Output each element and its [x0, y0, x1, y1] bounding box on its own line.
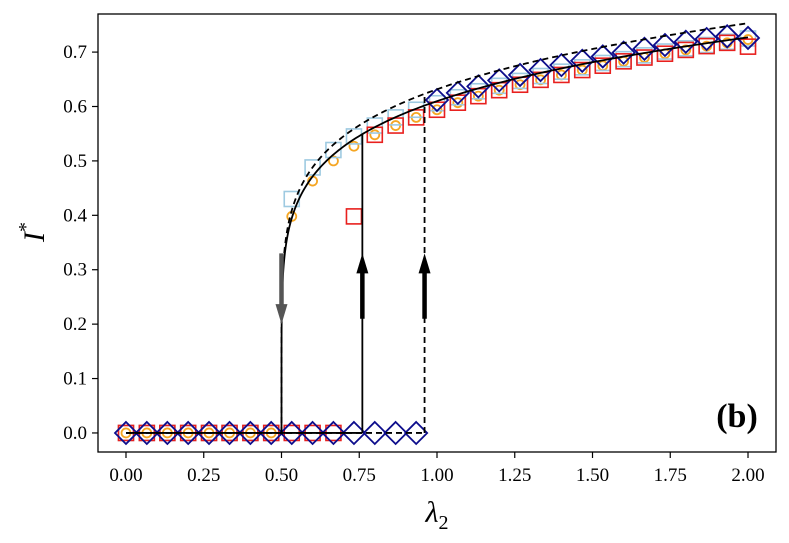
y-tick-label: 0.4: [63, 205, 87, 226]
series-2-point: [428, 101, 446, 119]
series-0-point: [472, 90, 484, 102]
series-3-point: [300, 420, 325, 446]
series-3-point: [652, 32, 678, 58]
plot-frame: [97, 13, 777, 453]
series-2-point: [573, 61, 591, 79]
series-2-point: [677, 41, 695, 59]
y-tick-label: 0.5: [63, 151, 87, 172]
series-3-point: [528, 57, 553, 83]
series-3-point: [611, 40, 636, 65]
x-tick-label: 2.00: [731, 465, 764, 486]
x-tick-label: 0.25: [187, 465, 220, 486]
arrow-up-head: [356, 253, 369, 274]
x-tick-label: 1.25: [498, 465, 531, 486]
y-axis-title: I*: [15, 222, 51, 243]
series-3-point: [341, 420, 367, 446]
series-2-point: [615, 53, 632, 70]
series-3-point: [714, 24, 740, 49]
y-tick-label: 0.3: [63, 260, 87, 281]
series-3-point: [258, 420, 284, 446]
series-0-point: [597, 60, 609, 72]
series-2-point: [553, 66, 570, 84]
x-tick-label: 0.50: [265, 465, 298, 486]
series-3-point: [175, 420, 201, 446]
series-0-point: [535, 74, 546, 86]
line-stable-branch-upper: [280, 36, 749, 435]
series-2-point: [594, 57, 612, 74]
series-3-point: [238, 420, 263, 446]
series-3-point: [673, 29, 699, 55]
series-3-point: [569, 48, 595, 74]
series-2-point: [698, 37, 715, 55]
y-axis-title-sup: *: [15, 222, 37, 232]
y-tick-label: 0.0: [63, 423, 87, 444]
series-3-point: [549, 52, 574, 78]
series-3-point: [113, 420, 139, 446]
series-0-point: [493, 84, 505, 96]
series-3-point: [735, 25, 761, 51]
series-3-point: [694, 26, 719, 52]
series-3-point: [196, 420, 222, 446]
y-tick-label: 0.2: [63, 314, 87, 335]
series-3-point: [424, 87, 450, 113]
x-axis-title-sub: 2: [439, 512, 449, 534]
series-2-point: [656, 45, 674, 63]
y-tick-label: 0.1: [63, 369, 87, 390]
series-3-point: [445, 80, 471, 106]
series-3-point: [507, 62, 533, 88]
x-tick-label: 0.00: [109, 465, 142, 486]
x-tick-label: 1.50: [576, 465, 609, 486]
series-1-point: [325, 141, 342, 159]
series-3-point: [217, 420, 242, 446]
series-1-point: [366, 117, 384, 134]
y-tick-label: 0.7: [63, 42, 87, 63]
series-3-point: [155, 420, 180, 446]
series-2-point: [718, 34, 736, 52]
series-2-point: [636, 49, 653, 66]
series-3-point: [403, 420, 429, 446]
line-upper-bound-upper: [280, 22, 749, 435]
arrow-up-head: [418, 253, 431, 274]
x-tick-label: 1.00: [420, 465, 453, 486]
series-2-point: [345, 208, 363, 225]
arrow-down-head: [275, 304, 288, 325]
series-3-point: [486, 68, 512, 93]
x-tick-label: 1.75: [654, 465, 687, 486]
x-axis-title-main: λ: [425, 496, 439, 529]
series-0-point: [514, 79, 526, 91]
ticks-layer: 0.00 0.25 0.50 0.75 1.00 1.25 1.50 1.75 2.00 0.0 0…: [63, 42, 764, 486]
y-tick-label: 0.6: [63, 96, 87, 117]
series-3-point: [466, 74, 491, 99]
markers-layer: [113, 24, 761, 446]
x-tick-label: 0.75: [343, 465, 376, 486]
series-0-point: [576, 64, 588, 76]
series-0-point: [328, 155, 339, 167]
arrows-layer: [275, 253, 431, 325]
series-3-point: [321, 420, 346, 446]
series-0-point: [452, 97, 464, 109]
series-0-point: [369, 129, 381, 141]
x-axis-title: λ2: [425, 496, 449, 534]
series-0-point: [431, 104, 443, 116]
panel-label: (b): [716, 398, 758, 435]
y-axis-title-main: I: [18, 230, 51, 243]
lines-layer: [125, 22, 749, 435]
series-3-point: [134, 420, 160, 446]
series-3-point: [279, 420, 305, 446]
series-3-point: [632, 36, 657, 62]
series-2-point: [739, 38, 757, 55]
series-0-point: [680, 44, 692, 56]
series-3-point: [383, 420, 408, 446]
series-3-point: [362, 420, 388, 446]
series-0-point: [348, 140, 360, 152]
series-3-point: [590, 44, 616, 69]
